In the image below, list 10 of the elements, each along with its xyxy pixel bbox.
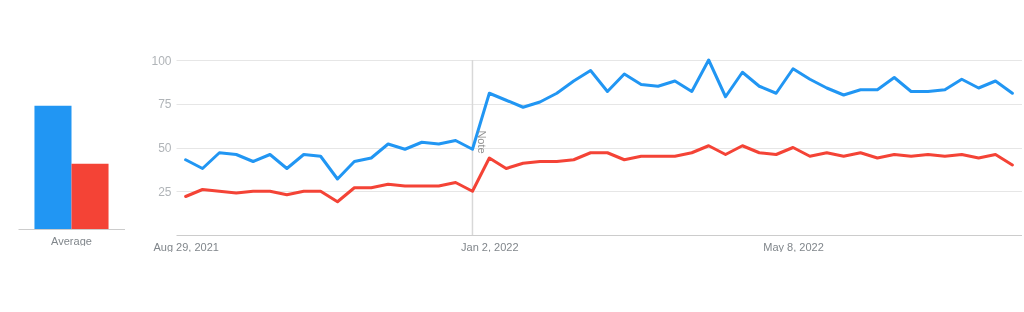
x-tick-label: Average bbox=[51, 234, 92, 247]
y-tick-label: 50 bbox=[158, 141, 172, 155]
y-tick-label: 25 bbox=[158, 184, 172, 199]
y-tick-label: 75 bbox=[158, 97, 172, 112]
x-tick-label: Jan 2, 2022 bbox=[461, 240, 519, 253]
line-series bbox=[184, 58, 1014, 181]
x-tick-label: May 8, 2022 bbox=[763, 240, 824, 253]
ref-line-label: Note bbox=[476, 130, 489, 154]
x-tick-label: Aug 29, 2021 bbox=[153, 240, 219, 253]
y-tick-label: 100 bbox=[151, 53, 172, 68]
